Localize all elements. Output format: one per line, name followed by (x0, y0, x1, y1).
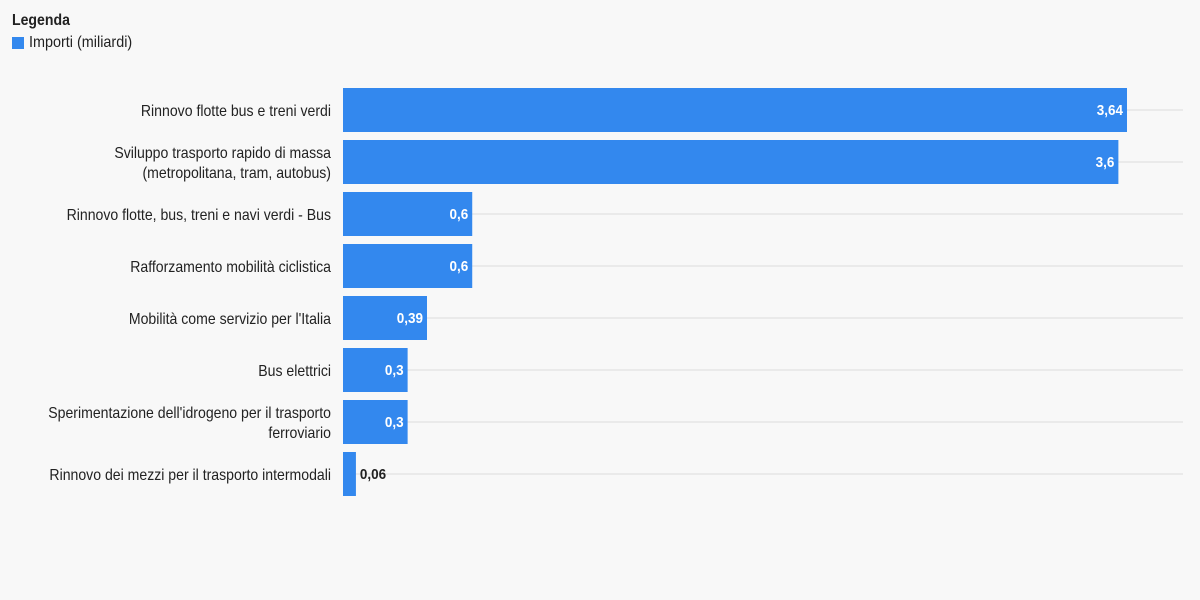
category-label: Rinnovo flotte, bus, treni e navi verdi … (67, 206, 331, 224)
bar (343, 348, 408, 392)
category-label-line: ferroviario (268, 424, 331, 442)
value-label: 3,64 (1097, 102, 1123, 119)
bar (343, 296, 427, 340)
bar (343, 88, 1127, 132)
value-label: 0,3 (385, 414, 404, 431)
value-label: 0,6 (449, 206, 468, 223)
category-label: Bus elettrici (258, 362, 331, 380)
category-label-line: (metropolitana, tram, autobus) (142, 164, 331, 182)
legend-item: Importi (miliardi) (12, 34, 144, 52)
value-label: 0,39 (397, 310, 423, 327)
category-label: Sviluppo trasporto rapido di massa (metro… (114, 144, 331, 182)
category-label-line: Bus elettrici (258, 362, 331, 380)
legend-item-label: Importi (miliardi) (29, 34, 133, 51)
category-label: Rinnovo dei mezzi per il trasporto inter… (49, 466, 331, 484)
bar (343, 140, 1119, 184)
bar (343, 400, 408, 444)
value-label: 3,6 (1096, 154, 1115, 171)
legend-title: Legenda (12, 12, 70, 29)
category-label-line: Mobilità come servizio per l'Italia (129, 310, 332, 328)
category-label-line: Sviluppo trasporto rapido di massa (114, 144, 331, 162)
category-label-line: Rinnovo flotte, bus, treni e navi verdi … (67, 206, 331, 224)
category-label-line: Rinnovo flotte bus e treni verdi (141, 102, 331, 120)
bar (343, 192, 473, 236)
category-label-line: Rafforzamento mobilità ciclistica (130, 258, 331, 276)
category-label-line: Rinnovo dei mezzi per il trasporto inter… (49, 466, 331, 484)
category-label: Rafforzamento mobilità ciclistica (130, 258, 331, 276)
bar (343, 452, 356, 496)
category-label: Sperimentazione dell'idrogeno per il tra… (48, 404, 331, 442)
legend: Legenda Importi (miliardi) (12, 12, 144, 52)
value-label: 0,6 (449, 258, 468, 275)
value-label: 0,3 (385, 362, 404, 379)
category-label: Rinnovo flotte bus e treni verdi (141, 102, 331, 120)
bar (343, 244, 473, 288)
legend-swatch (12, 37, 24, 49)
category-label: Mobilità come servizio per l'Italia (129, 310, 332, 328)
value-label: 0,06 (360, 466, 386, 483)
category-label-line: Sperimentazione dell'idrogeno per il tra… (48, 404, 331, 422)
